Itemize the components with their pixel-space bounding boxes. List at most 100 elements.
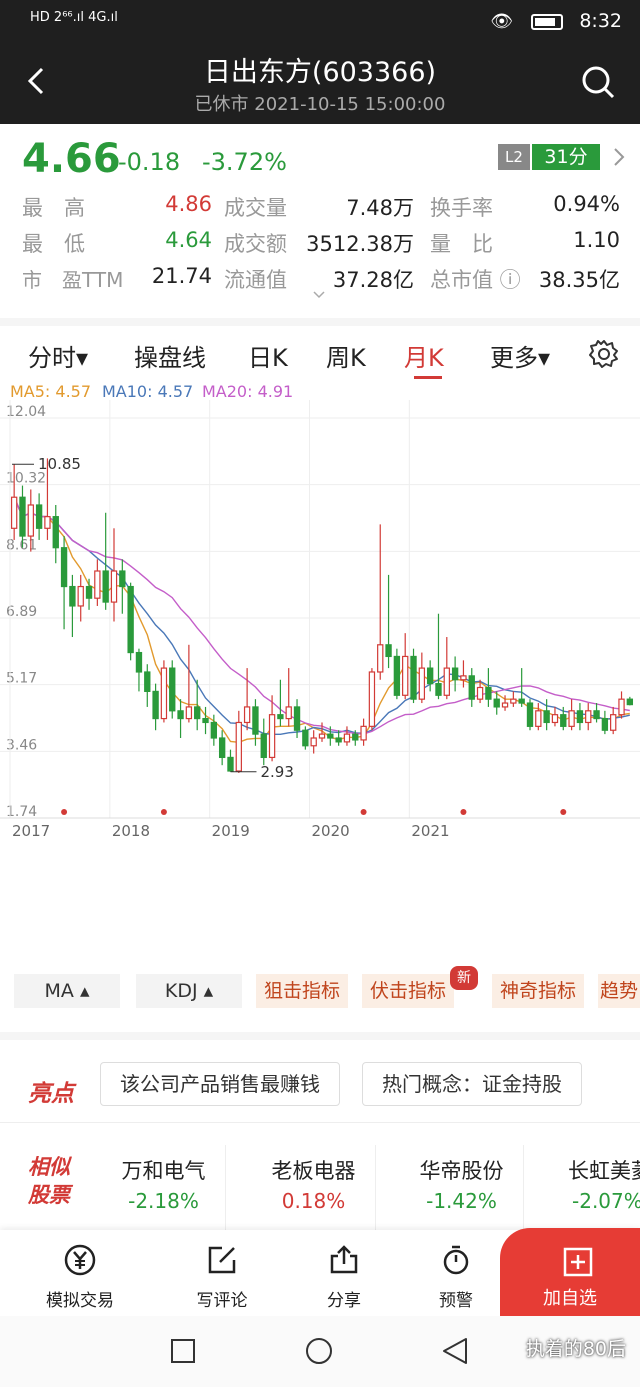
- write-comment-button[interactable]: 写评论: [172, 1230, 272, 1316]
- y-tick-label: 6.89: [6, 604, 37, 620]
- candle-body: [318, 733, 326, 739]
- event-dot: [360, 809, 367, 815]
- stat-label-volume: 成交量: [224, 196, 287, 220]
- highlight-chip-concept[interactable]: 热门概念：证金持股: [362, 1062, 582, 1106]
- similar-stock-change: -2.07%: [572, 1189, 640, 1213]
- candle-body: [485, 686, 492, 700]
- candle-body: [618, 698, 625, 716]
- stat-label-turnover-rate: 换手率: [430, 196, 493, 220]
- stat-label-pe: 市 盈TTM: [22, 268, 124, 292]
- candle-body: [343, 733, 351, 743]
- candle-body: [94, 570, 101, 599]
- candle-body: [77, 585, 84, 607]
- stat-value-amount: 3512.38万: [306, 232, 414, 256]
- similar-stock-card[interactable]: 老板电器 0.18%: [252, 1145, 376, 1231]
- tab-trader-line[interactable]: 操盘线: [134, 344, 206, 372]
- similar-stock-change: 0.18%: [281, 1189, 346, 1213]
- similar-stock-card[interactable]: 华帝股份 -1.42%: [400, 1145, 524, 1231]
- search-icon[interactable]: [580, 64, 616, 100]
- time: 8:32: [579, 10, 622, 32]
- candle-body: [169, 667, 176, 712]
- ma20-legend: MA20: 4.91: [202, 382, 294, 401]
- ma20-line: [13, 496, 630, 735]
- trend-indicator-button[interactable]: 趋势: [598, 974, 640, 1008]
- similar-stock-card[interactable]: 长虹美菱 -2.07%: [548, 1145, 640, 1231]
- candle-body: [393, 655, 401, 696]
- y-tick-label: 10.32: [6, 471, 46, 487]
- alert-label: 预警: [439, 1291, 473, 1311]
- header-bar: 日出东方(603366) 已休市 2021-10-15 15:00:00: [0, 44, 640, 124]
- candle-body: [435, 683, 442, 696]
- x-tick-label: 2018: [112, 822, 150, 840]
- stat-value-total-cap: 38.35亿: [538, 268, 620, 292]
- candle-body: [202, 717, 209, 724]
- candle-body: [543, 710, 550, 724]
- candle-body: [152, 690, 159, 720]
- stat-label-amount: 成交额: [224, 232, 287, 256]
- expand-chevron-icon[interactable]: [312, 290, 326, 300]
- candle-body: [252, 706, 259, 735]
- candle-body: [443, 667, 450, 696]
- similar-stock-change: -1.42%: [426, 1189, 497, 1213]
- candle-body: [576, 710, 584, 724]
- candle-body: [335, 737, 342, 743]
- recent-apps-icon[interactable]: [170, 1338, 196, 1364]
- home-icon[interactable]: [304, 1336, 334, 1366]
- candle-body: [310, 737, 317, 747]
- ambush-indicator-button[interactable]: 伏击指标: [362, 974, 454, 1008]
- mock-trade-button[interactable]: 模拟交易: [30, 1230, 130, 1316]
- candle-body: [10, 496, 18, 529]
- x-tick-label: 2021: [411, 822, 449, 840]
- share-button[interactable]: 分享: [294, 1230, 394, 1316]
- similar-stock-name: 长虹美菱: [568, 1159, 640, 1183]
- kdj-indicator-button[interactable]: KDJ ▴: [136, 974, 242, 1008]
- battery-icon: [531, 13, 564, 30]
- chevron-right-icon[interactable]: [610, 146, 628, 168]
- y-tick-label: 1.74: [6, 804, 37, 820]
- add-watchlist-button[interactable]: 加自选: [500, 1228, 640, 1316]
- stat-label-volume-ratio: 量 比: [430, 232, 493, 256]
- stat-value-low: 4.64: [165, 228, 212, 252]
- candle-body: [501, 702, 509, 708]
- tab-weekly-k[interactable]: 周K: [326, 344, 366, 372]
- gear-icon[interactable]: [588, 338, 620, 370]
- candle-body: [426, 667, 434, 685]
- back-arrow-icon[interactable]: [22, 66, 52, 96]
- price-change-pct: -3.72%: [202, 148, 287, 176]
- candle-body: [418, 667, 426, 700]
- similar-stock-name: 万和电气: [121, 1159, 206, 1183]
- back-triangle-icon[interactable]: [440, 1336, 470, 1366]
- candle-body: [526, 702, 534, 727]
- ma5-line: [13, 496, 630, 744]
- candle-body: [110, 570, 118, 603]
- similar-stock-name: 老板电器: [271, 1159, 356, 1183]
- period-badge[interactable]: 31分: [532, 144, 600, 170]
- l2-badge[interactable]: L2: [498, 144, 530, 170]
- high-marker-label: 10.85: [38, 455, 81, 473]
- event-dot: [460, 809, 467, 815]
- price-change: -0.18: [118, 148, 181, 176]
- kline-chart[interactable]: 12.04 10.32 8.61 6.89 5.17 3.46 1.74 2017 2018 20…: [0, 400, 640, 846]
- system-nav-bar: [0, 1316, 640, 1387]
- candle-body: [610, 714, 617, 731]
- candle-body: [69, 585, 76, 607]
- candle-body: [268, 714, 276, 759]
- tab-intraday[interactable]: 分时▾: [28, 344, 89, 372]
- similar-stocks-section: 相似股票 万和电气 -2.18% 老板电器 0.18% 华帝股份 -1.42% …: [0, 1122, 640, 1231]
- indicator-buttons: MA ▴ KDJ ▴ 狙击指标 伏击指标 神奇指标 趋势: [0, 964, 640, 1024]
- tab-daily-k[interactable]: 日K: [248, 344, 288, 372]
- market-status: 已休市 2021-10-15 15:00:00: [194, 94, 446, 115]
- tab-monthly-k[interactable]: 月K: [404, 344, 444, 372]
- candle-body: [352, 733, 359, 741]
- highlight-chip-sales[interactable]: 该公司产品销售最赚钱: [100, 1062, 340, 1106]
- ma-indicator-button[interactable]: MA ▴: [14, 974, 120, 1008]
- tab-more[interactable]: 更多▾: [490, 344, 551, 372]
- candle-body: [551, 714, 559, 724]
- alert-button[interactable]: 预警: [406, 1230, 506, 1316]
- candle-body: [19, 496, 26, 537]
- sniper-indicator-button[interactable]: 狙击指标: [256, 974, 348, 1008]
- x-tick-label: 2017: [12, 822, 50, 840]
- magic-indicator-button[interactable]: 神奇指标: [492, 974, 584, 1008]
- candle-body: [285, 706, 292, 720]
- similar-stock-card[interactable]: 万和电气 -2.18%: [102, 1145, 226, 1231]
